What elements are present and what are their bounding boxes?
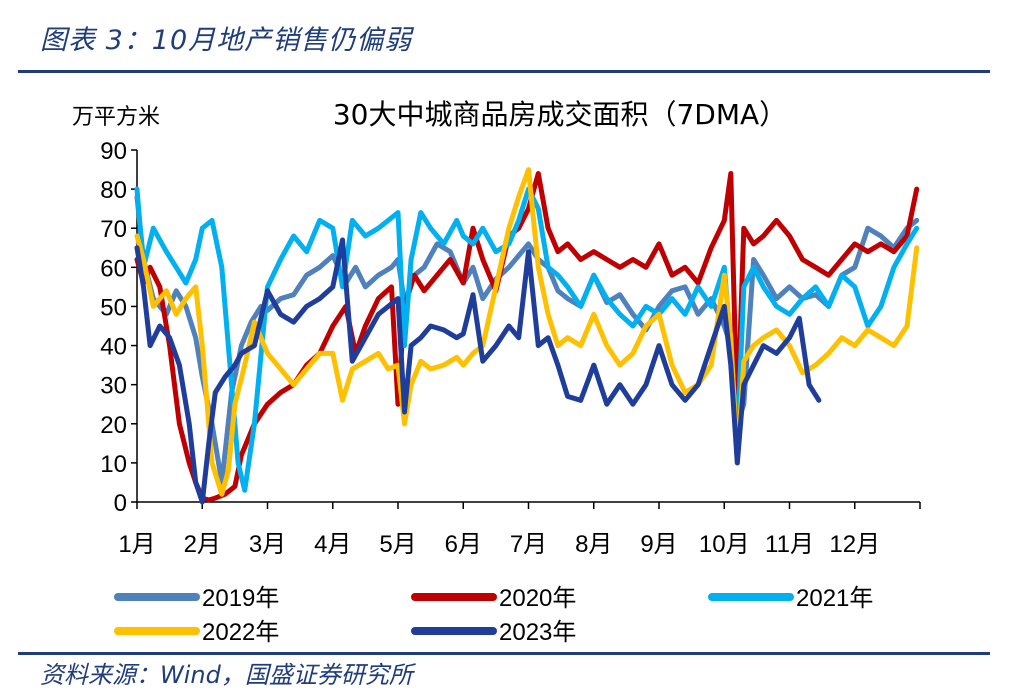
x-tick-label: 5月 <box>379 531 416 558</box>
series-line-1 <box>134 194 920 485</box>
series-line-4 <box>134 167 920 497</box>
caption-rule <box>18 70 990 73</box>
y-tick-label: 10 <box>100 451 127 478</box>
x-tick-label: 10月 <box>699 531 750 558</box>
x-tick-label: 6月 <box>445 531 482 558</box>
source-rule <box>18 652 990 655</box>
x-tick-label: 3月 <box>249 531 286 558</box>
x-tick-label: 12月 <box>829 531 880 558</box>
x-tick-label: 8月 <box>575 531 612 558</box>
y-tick-label: 30 <box>100 373 127 400</box>
x-tick-label: 9月 <box>640 531 677 558</box>
y-tick-label: 60 <box>100 255 127 282</box>
series-lines <box>134 167 920 505</box>
x-tick-label: 4月 <box>314 531 351 558</box>
x-tick-label: 2月 <box>184 531 221 558</box>
y-tick-label: 80 <box>100 177 127 204</box>
y-tick-label: 20 <box>100 412 127 439</box>
x-tick-label: 1月 <box>118 531 155 558</box>
legend-label: 2021年 <box>796 585 873 612</box>
x-tick-label: 11月 <box>765 531 814 558</box>
legend: 2019年 2020年 2021年 2022年 2023年 <box>114 585 873 646</box>
source-note: 资料来源：Wind，国盛证券研究所 <box>40 661 413 689</box>
chart-axes: 0 10 20 30 40 50 60 70 80 90 1月 2月 3月 4月 5月 6月 7月 8月 9月 10月… <box>100 138 921 558</box>
x-tick-label: 7月 <box>510 531 547 558</box>
chart-header: 万平方米 30大中城商品房成交面积（7DMA） <box>72 98 787 131</box>
legend-label: 2022年 <box>202 619 279 646</box>
chart-title: 30大中城商品房成交面积（7DMA） <box>333 98 787 131</box>
y-tick-label: 40 <box>100 334 127 361</box>
legend-label: 2020年 <box>499 585 576 612</box>
y-tick-label: 90 <box>100 138 127 165</box>
y-tick-label: 50 <box>100 294 127 321</box>
series-line-5 <box>134 237 822 505</box>
y-tick-label: 70 <box>100 216 127 243</box>
legend-label: 2023年 <box>499 619 576 646</box>
figure-caption: 图表 3：10月地产销售仍偏弱 <box>40 25 413 56</box>
y-axis-label: 万平方米 <box>72 105 160 130</box>
legend-label: 2019年 <box>202 585 279 612</box>
y-tick-label: 0 <box>114 490 127 517</box>
